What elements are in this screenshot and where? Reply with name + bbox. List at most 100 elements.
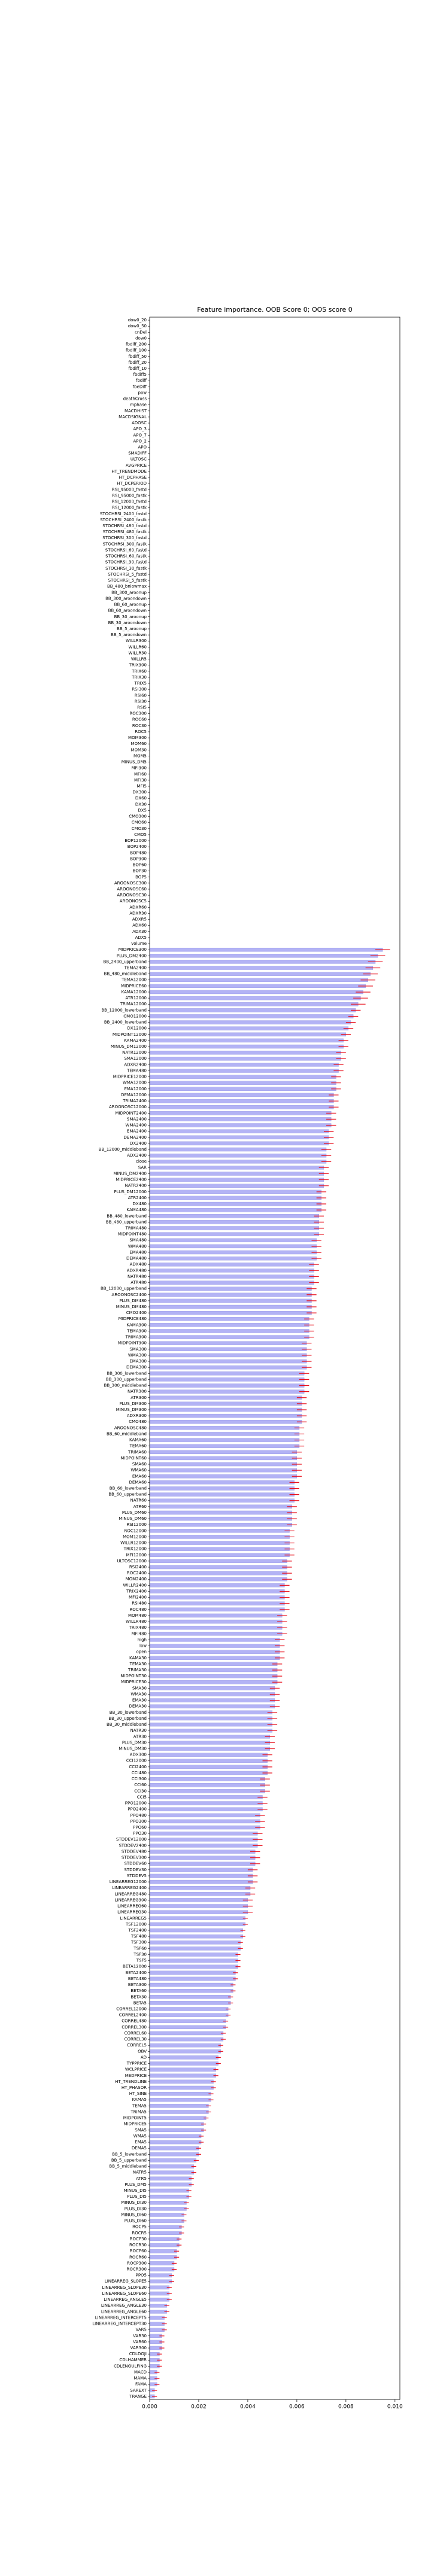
bar [149,1250,317,1255]
bar [149,1910,248,1914]
bar [149,1674,278,1678]
y-tick-label: DEMA30 [129,1704,147,1709]
y-tick-label: BB_12000_lowerband [101,1008,147,1012]
bar [149,2049,221,2054]
bar [149,1050,341,1055]
y-tick-label: CCI60 [134,1783,147,1787]
bar [149,1269,314,1273]
bar [149,1304,312,1309]
y-tick-label: STOCHRSI_480_fastk [103,530,147,534]
y-tick-label: DEMA480 [126,1256,147,1261]
bar [149,2243,180,2247]
y-tick-label: PPO30 [133,1831,147,1836]
bar [149,2067,216,2072]
y-tick-label: KAMA12000 [122,990,147,994]
bar [149,1668,278,1672]
y-tick-label: fbdiff5 [133,372,147,377]
y-tick-label: DX5 [138,808,147,813]
y-tick-label: KAMA30 [129,1656,147,1660]
y-tick-label: SMADIFF [128,451,147,456]
bar [149,1123,332,1127]
y-tick-label: APO_3 [133,427,147,431]
y-tick-label: BB_300_aroondown [105,596,147,601]
bar [149,1916,245,1920]
y-tick-label: CMO480 [129,1419,147,1424]
y-tick-label: MFI12000 [126,1553,147,1558]
bar [149,984,366,989]
bar [149,1129,329,1133]
bar [149,1765,268,1769]
y-tick-label: MINUS_DM300 [116,1407,147,1412]
y-tick-label: pow [138,390,147,395]
y-tick-label: AROONOSC60 [117,887,147,892]
y-tick-label: STOCHRSI_300_fastd [102,536,147,540]
y-tick-label: CCI5 [137,1795,147,1799]
x-tick-label: 0.008 [338,2404,354,2410]
bar [149,1329,309,1333]
bar [149,1741,270,1745]
bar [149,1583,285,1587]
y-tick-label: NATR60 [130,1498,147,1503]
y-tick-label: VAR5 [136,2328,147,2332]
bar [149,1638,280,1642]
bar [149,1952,238,1957]
y-tick-label: KAMA480 [127,1208,147,1212]
bar [149,2055,218,2060]
y-tick-label: MOM5 [133,753,147,758]
y-tick-label: RSI_12000_fastd [112,500,147,504]
bar [149,1850,256,1854]
bar [149,2225,182,2229]
y-tick-label: PLUS_DM300 [119,1401,147,1406]
bar [149,1976,236,1981]
bar [149,1407,302,1412]
y-tick-label: CORREL480 [122,2019,147,2024]
bar [149,1444,300,1448]
y-tick-label: PPO60 [133,1825,147,1830]
bar [149,1178,324,1182]
y-tick-label: deathCross [123,397,147,402]
y-tick-label: HT_TRENDLINE [115,2079,147,2084]
bar [149,1577,287,1582]
y-tick-label: RSI60 [135,693,147,698]
y-tick-label: DEMA300 [126,1365,147,1370]
y-tick-label: MINUS_DM480 [116,1304,147,1309]
bar [149,1081,336,1085]
y-tick-label: ROCP30 [130,2237,147,2242]
y-tick-label: BETA60 [130,1988,147,1993]
y-tick-label: NATR480 [128,1274,147,1279]
y-tick-label: fbdiff_100 [126,348,147,353]
y-tick-label: WILLR12000 [120,1541,147,1546]
bar [149,1547,290,1551]
y-tick-label: NATR5 [133,2170,147,2175]
y-tick-label: APO [138,445,147,450]
bar [149,1838,258,1842]
y-tick-label: PLUS_DM30 [122,1740,147,1745]
y-tick-label: MOM480 [128,1613,147,1618]
y-tick-label: BB_300_middleband [104,1383,147,1388]
bar [149,1607,285,1612]
y-tick-label: LINEARREG480 [115,1891,147,1896]
y-tick-label: MFI5 [136,784,147,789]
y-tick-label: EMA5 [135,2140,147,2145]
y-tick-label: CDLDOJI [129,2352,147,2356]
y-tick-label: RSI5 [137,705,147,710]
y-tick-label: SAR [138,1165,147,1170]
y-tick-label: STOCHRSI_30_fastd [105,560,147,565]
y-tick-label: BB_5_upperband [111,2158,147,2163]
y-tick-label: HT_TRENDMODE [111,469,147,474]
y-tick-label: PLUS_DM2400 [117,953,147,958]
y-tick-label: NATR12000 [122,1050,147,1055]
y-tick-label: BOP300 [130,856,147,861]
bar [149,2073,216,2078]
y-tick-label: dow0_20 [128,318,147,323]
bar [149,1504,292,1509]
y-tick-label: WMA60 [130,1468,147,1473]
y-tick-label: TRIMA300 [125,1335,147,1340]
y-tick-label: ATR2400 [128,1196,147,1200]
bar [149,1571,287,1576]
bar [149,1172,324,1176]
bar [149,2013,229,2017]
y-tick-label: DX480 [132,1202,147,1206]
bar [149,1008,356,1012]
bar [149,1474,298,1479]
